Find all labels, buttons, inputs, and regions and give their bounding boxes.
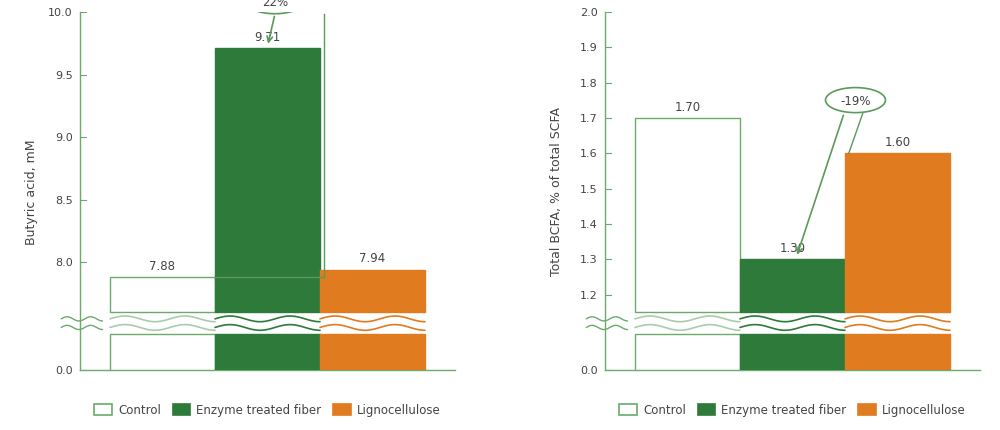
Ellipse shape <box>245 0 305 15</box>
Text: 7.94: 7.94 <box>359 252 386 265</box>
Text: 0.0: 0.0 <box>580 365 598 375</box>
Text: 1.60: 1.60 <box>884 135 911 149</box>
Legend: Control, Enzyme treated fiber, Lignocellulose: Control, Enzyme treated fiber, Lignocell… <box>90 399 445 421</box>
Text: Butyric acid, mM: Butyric acid, mM <box>25 139 38 244</box>
Text: 0.0: 0.0 <box>55 365 72 375</box>
Legend: Control, Enzyme treated fiber, Lignocellulose: Control, Enzyme treated fiber, Lignocell… <box>615 399 970 421</box>
Text: 1.6: 1.6 <box>580 149 598 159</box>
Text: 22%: 22% <box>262 0 288 9</box>
Bar <box>110 278 215 313</box>
Bar <box>845 154 950 313</box>
Bar <box>215 334 320 370</box>
Text: 1.2: 1.2 <box>580 290 598 300</box>
Text: Total BCFA, % of total SCFA: Total BCFA, % of total SCFA <box>550 107 563 276</box>
Bar <box>740 260 845 313</box>
Text: 1.70: 1.70 <box>674 100 701 114</box>
Text: 9.5: 9.5 <box>55 71 72 80</box>
Text: 7.88: 7.88 <box>150 259 176 272</box>
Bar <box>215 49 320 313</box>
Bar <box>740 334 845 370</box>
Text: 10.0: 10.0 <box>48 8 72 18</box>
Bar <box>635 119 740 313</box>
Bar <box>110 334 215 370</box>
Text: 1.4: 1.4 <box>580 220 598 230</box>
Bar <box>635 334 740 370</box>
Bar <box>320 270 425 313</box>
Text: 1.5: 1.5 <box>580 184 598 194</box>
Text: 1.9: 1.9 <box>580 43 598 53</box>
Text: 1.8: 1.8 <box>580 78 598 89</box>
Bar <box>320 334 425 370</box>
Text: 1.30: 1.30 <box>780 242 806 255</box>
Text: 1.7: 1.7 <box>580 114 598 124</box>
Text: 2.0: 2.0 <box>580 8 598 18</box>
Text: 8.0: 8.0 <box>55 258 72 268</box>
Text: 9.71: 9.71 <box>254 31 281 44</box>
Text: 1.3: 1.3 <box>580 255 598 265</box>
Ellipse shape <box>826 89 886 114</box>
Text: -19%: -19% <box>840 94 871 108</box>
Text: 8.5: 8.5 <box>55 195 72 205</box>
Text: 9.0: 9.0 <box>55 133 72 143</box>
Bar <box>845 334 950 370</box>
